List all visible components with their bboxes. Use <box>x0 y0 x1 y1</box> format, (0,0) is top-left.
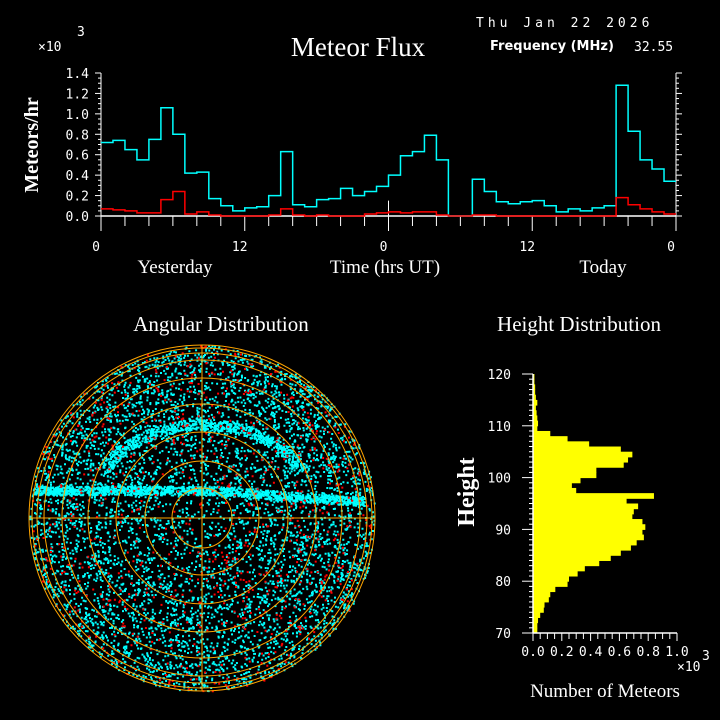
height-y-tick-label: 70 <box>495 627 511 642</box>
height-x-tick-label: 0.0 <box>521 645 544 660</box>
height-bar <box>533 596 549 603</box>
height-bar <box>533 519 643 525</box>
height-x-tick-label: 0.2 <box>550 645 573 660</box>
height-bar <box>533 591 551 598</box>
height-bar <box>533 498 627 504</box>
height-bar <box>533 544 631 551</box>
height-x-multiplier-exp: 3 <box>702 649 710 664</box>
height-bar <box>533 560 600 567</box>
angular-title: Angular Distribution <box>133 312 309 336</box>
day-label-today: Today <box>579 257 627 278</box>
height-bar <box>533 601 545 608</box>
height-bar <box>533 550 621 556</box>
height-bar <box>533 513 633 520</box>
height-bar <box>533 405 536 411</box>
flux-title: Meteor Flux <box>291 32 426 62</box>
flux-y-tick-label: 0.4 <box>66 169 90 184</box>
height-bar <box>533 446 621 453</box>
height-bar <box>533 467 597 473</box>
height-x-tick-label: 0.4 <box>579 645 603 660</box>
height-bar <box>533 555 611 561</box>
flux-y-label: Meteors/hr <box>21 97 43 193</box>
flux-y-tick-label: 1.4 <box>66 67 90 82</box>
height-y-tick-label: 110 <box>488 420 511 435</box>
height-bar <box>533 425 538 432</box>
height-bar <box>533 565 585 572</box>
height-bar <box>533 477 581 484</box>
height-bar <box>533 430 551 437</box>
flux-y-tick-label: 0.2 <box>66 190 89 205</box>
height-bar <box>533 581 568 587</box>
height-bar <box>533 570 578 577</box>
flux-y-tick-label: 0.8 <box>66 128 89 143</box>
flux-x-tick-label: 0 <box>667 240 675 255</box>
height-bar <box>533 389 536 396</box>
height-bar <box>533 456 629 463</box>
flux-series-0-line <box>101 84 676 217</box>
flux-series-1-line <box>101 190 676 217</box>
height-bar <box>533 503 639 510</box>
height-y-tick-label: 90 <box>495 523 511 538</box>
flux-y-multiplier: ×10 <box>38 40 61 55</box>
height-bar <box>533 607 544 613</box>
height-bar <box>533 539 637 546</box>
height-bar <box>533 420 539 427</box>
height-distribution-chart: Height Distribution Height Number of Met… <box>454 312 710 702</box>
height-bar <box>533 384 536 391</box>
flux-x-tick-label: 0 <box>380 240 388 255</box>
height-bar <box>533 622 538 629</box>
height-x-multiplier: ×10 <box>677 660 700 675</box>
height-bar <box>533 493 654 499</box>
flux-x-label: Time (hrs UT) <box>330 257 440 278</box>
height-bar <box>533 586 556 593</box>
height-bar <box>533 524 646 530</box>
height-bar <box>533 627 538 634</box>
height-x-label: Number of Meteors <box>530 681 680 702</box>
height-title: Height Distribution <box>497 312 661 336</box>
flux-y-tick-label: 0.6 <box>66 149 89 164</box>
height-bar <box>533 441 590 448</box>
height-x-tick-label: 0.8 <box>636 645 659 660</box>
flux-y-tick-label: 1.0 <box>66 108 89 123</box>
height-y-tick-label: 80 <box>495 575 511 590</box>
height-bar <box>533 508 634 515</box>
day-label-yesterday: Yesterday <box>137 257 213 278</box>
frequency-label: Frequency (MHz) <box>490 39 614 54</box>
flux-x-tick-label: 12 <box>232 240 248 255</box>
height-bar <box>533 415 538 422</box>
height-bar <box>533 487 577 494</box>
height-bar <box>533 399 538 406</box>
height-y-tick-label: 120 <box>488 368 511 383</box>
date-label: Thu Jan 22 2026 <box>476 16 653 31</box>
height-bar <box>533 462 624 468</box>
height-x-tick-label: 0.6 <box>608 645 631 660</box>
height-bar <box>533 436 568 442</box>
height-bar <box>533 534 644 541</box>
frequency-value: 32.55 <box>634 40 673 55</box>
flux-y-tick-label: 0.0 <box>66 210 89 225</box>
flux-x-tick-label: 0 <box>92 240 100 255</box>
height-bar <box>533 617 539 624</box>
height-y-tick-label: 100 <box>488 472 511 487</box>
height-bar <box>533 482 572 489</box>
height-x-tick-label: 1.0 <box>665 645 688 660</box>
height-bar <box>533 394 536 401</box>
flux-x-tick-label: 12 <box>519 240 535 255</box>
flux-y-tick-label: 1.2 <box>66 87 89 102</box>
flux-y-multiplier-exp: 3 <box>77 25 85 40</box>
height-bar <box>533 612 541 618</box>
height-bar <box>533 472 597 479</box>
angular-points-primary <box>29 345 376 693</box>
height-bar <box>533 410 537 416</box>
height-y-label: Height <box>454 457 480 526</box>
height-bar <box>533 451 633 458</box>
meteor-flux-chart: Meteor Flux ×10 3 Meteors/hr Time (hrs U… <box>21 25 682 278</box>
height-bar <box>533 529 643 536</box>
angular-distribution-chart: Angular Distribution <box>28 312 376 693</box>
height-bar <box>533 576 569 582</box>
